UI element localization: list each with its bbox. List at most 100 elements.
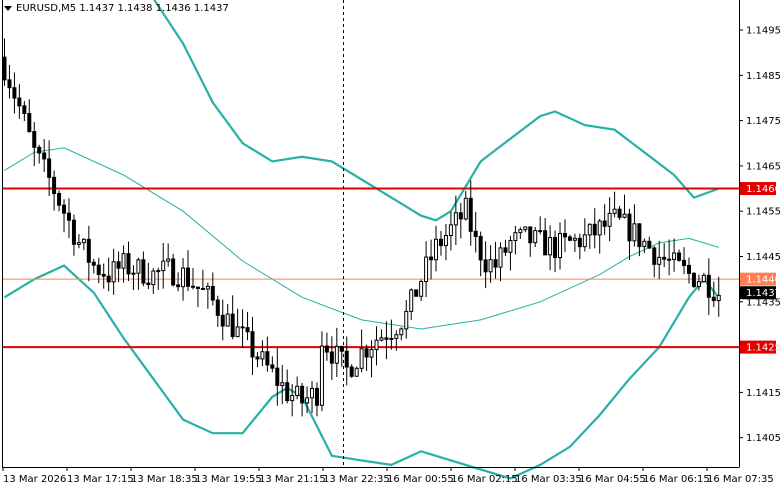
- candle-66: [329, 336, 334, 380]
- candle-115: [572, 233, 577, 253]
- horizontal-levels[interactable]: [2, 187, 739, 349]
- candle-50: [250, 316, 255, 375]
- candle-62: [310, 381, 315, 414]
- x-tick-label-8: 16 Mar 03:35: [515, 474, 582, 485]
- candle-133: [662, 243, 667, 268]
- candle-131: [652, 246, 657, 278]
- candle-27: [136, 257, 141, 290]
- candlesticks: [2, 38, 721, 417]
- level-price-labels: 1.1460 1.1425 1.1440 1.1437: [740, 182, 781, 354]
- candle-1: [7, 64, 12, 99]
- candle-39: [195, 286, 200, 308]
- level-label-2: 1.1440: [740, 272, 781, 286]
- candle-93: [463, 190, 468, 221]
- candle-42: [210, 272, 215, 306]
- candle-10: [52, 170, 57, 211]
- candle-60: [300, 382, 305, 417]
- candle-111: [553, 230, 558, 273]
- symbol-header[interactable]: EURUSD,M5 1.1437 1.1438 1.1436 1.1437: [4, 3, 229, 14]
- x-tick-label-6: 16 Mar 00:55: [387, 474, 454, 485]
- x-tick-label-7: 16 Mar 02:15: [451, 474, 518, 485]
- candle-65: [324, 332, 329, 361]
- candle-35: [176, 272, 181, 292]
- candle-6: [32, 122, 37, 167]
- candle-137: [682, 247, 687, 275]
- candle-123: [612, 191, 617, 218]
- candle-76: [379, 329, 384, 342]
- candle-85: [424, 241, 429, 298]
- candle-55: [275, 348, 280, 406]
- candle-113: [562, 219, 567, 252]
- y-tick-label-5: 1.1445: [746, 252, 781, 263]
- y-tick-label-6: 1.1435: [746, 297, 781, 308]
- candle-100: [498, 242, 503, 282]
- candle-140: [696, 274, 701, 291]
- svg-text:1.1425: 1.1425: [746, 343, 781, 354]
- candle-109: [543, 217, 548, 256]
- x-tick-label-9: 16 Mar 04:55: [579, 474, 646, 485]
- candle-59: [295, 376, 300, 400]
- candle-77: [384, 321, 389, 360]
- candle-38: [190, 268, 195, 290]
- y-tick-label-3: 1.1465: [746, 161, 781, 172]
- candle-90: [448, 211, 453, 251]
- candle-16: [81, 238, 86, 251]
- candle-112: [558, 222, 563, 270]
- candle-124: [617, 206, 622, 220]
- candle-134: [667, 239, 672, 276]
- candle-45: [225, 303, 230, 327]
- svg-text:1.1437: 1.1437: [746, 288, 781, 299]
- candle-125: [622, 194, 627, 219]
- candle-117: [582, 218, 587, 252]
- chart-frame: [2, 0, 740, 468]
- dropdown-triangle-icon[interactable]: [4, 5, 12, 11]
- candle-56: [280, 364, 285, 405]
- candle-130: [647, 236, 652, 250]
- candle-96: [478, 231, 483, 277]
- candle-30: [151, 268, 156, 294]
- candle-102: [508, 235, 513, 271]
- candle-15: [76, 234, 81, 249]
- candle-91: [453, 195, 458, 245]
- candle-2: [12, 72, 17, 114]
- candle-81: [404, 300, 409, 339]
- candle-95: [473, 211, 478, 253]
- candle-37: [186, 250, 191, 292]
- candle-94: [468, 180, 473, 246]
- x-tick-label-2: 13 Mar 18:35: [131, 474, 198, 485]
- y-tick-label-1: 1.1485: [746, 71, 781, 82]
- candle-73: [364, 344, 369, 371]
- candle-139: [691, 272, 696, 289]
- candle-122: [607, 197, 612, 242]
- candle-143: [711, 281, 716, 308]
- candle-105: [523, 226, 528, 233]
- candle-118: [587, 223, 592, 249]
- candle-58: [290, 384, 295, 417]
- level-label-1: 1.1425: [740, 340, 781, 354]
- candle-142: [706, 258, 711, 315]
- candle-129: [642, 238, 647, 254]
- candle-103: [513, 225, 518, 255]
- candle-75: [374, 326, 379, 366]
- candle-88: [438, 230, 443, 256]
- candle-53: [265, 336, 270, 372]
- x-tick-label-10: 16 Mar 06:15: [643, 474, 710, 485]
- candle-70: [349, 364, 354, 378]
- candle-119: [592, 208, 597, 249]
- candle-54: [270, 356, 275, 373]
- candle-23: [116, 251, 121, 283]
- candle-14: [71, 214, 76, 256]
- candle-89: [443, 223, 448, 261]
- candle-36: [181, 258, 186, 301]
- candle-84: [419, 279, 424, 302]
- candle-31: [156, 267, 161, 290]
- ohlc-values: 1.1437 1.1438 1.1436 1.1437: [79, 3, 229, 14]
- candle-12: [62, 199, 67, 233]
- candle-33: [166, 243, 171, 267]
- y-tick-label-4: 1.1455: [746, 207, 781, 218]
- candle-110: [548, 225, 553, 271]
- candle-74: [369, 340, 374, 378]
